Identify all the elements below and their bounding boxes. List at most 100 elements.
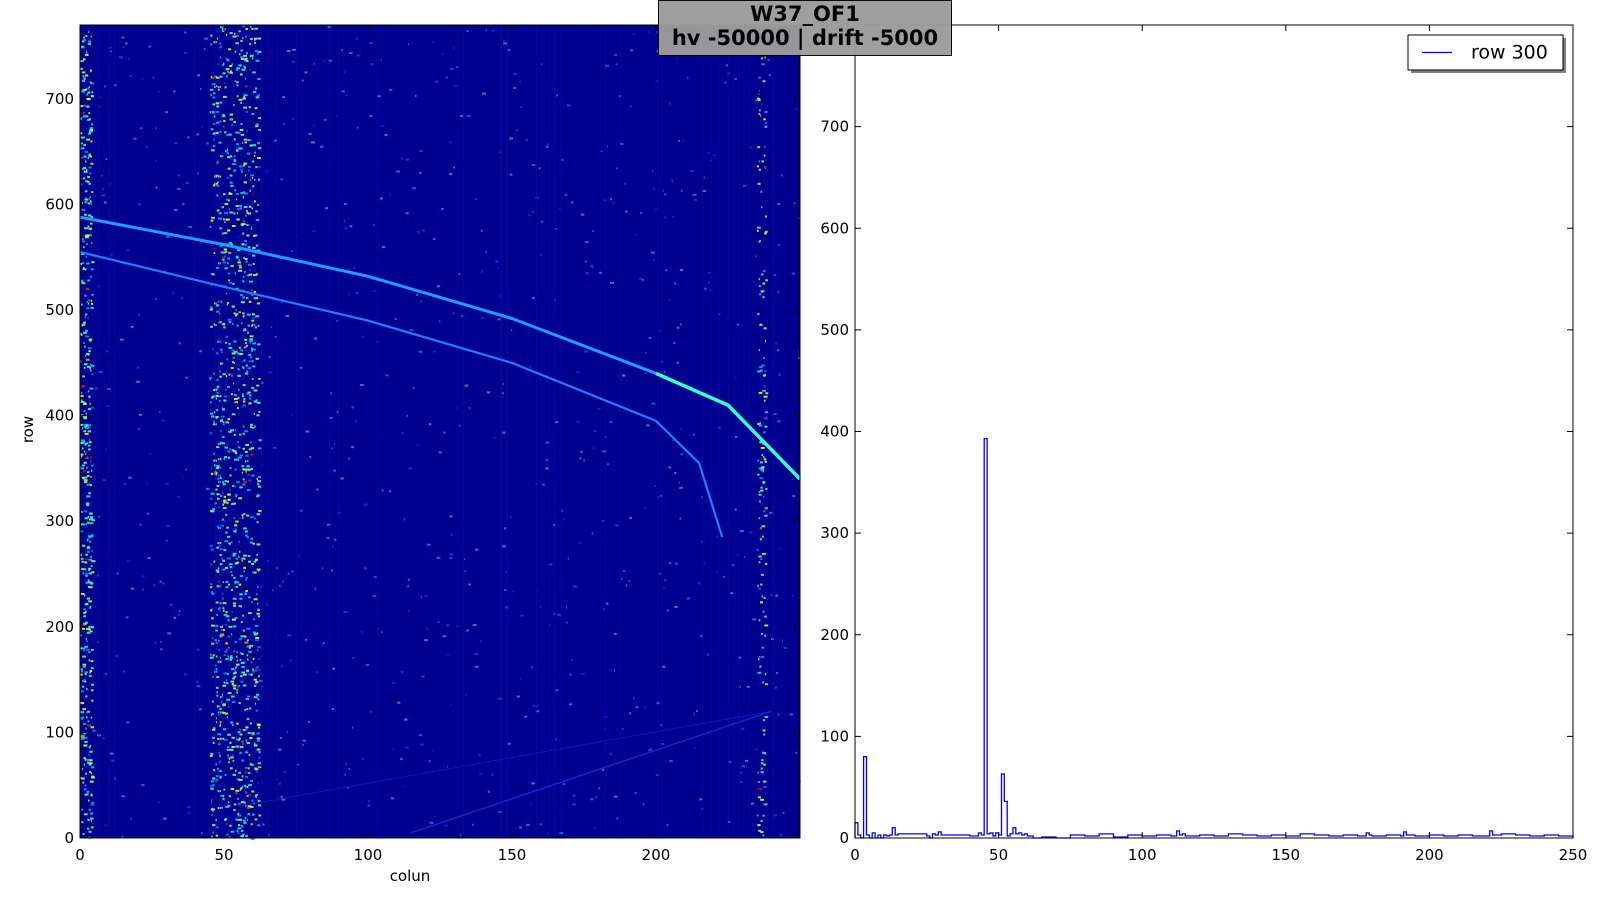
- heatmap-speckle: [154, 641, 157, 644]
- heatmap-speckle: [758, 491, 760, 494]
- heatmap-speckle: [445, 653, 450, 656]
- heatmap-speckle: [229, 65, 233, 67]
- heatmap-speckle: [253, 633, 257, 636]
- heatmap-speckle: [256, 723, 261, 726]
- heatmap-speckle: [758, 160, 760, 163]
- heatmap-speckle: [251, 600, 253, 603]
- heatmap-speckle: [605, 773, 607, 776]
- heatmap-speckle: [137, 428, 141, 431]
- heatmap-speckle: [227, 456, 231, 459]
- heatmap-speckle: [247, 695, 250, 698]
- heatmap-speckle: [439, 320, 441, 323]
- heatmap-speckle: [219, 245, 223, 248]
- heatmap-speckle: [243, 54, 247, 57]
- heatmap-speckle: [252, 263, 255, 265]
- heatmap-speckle: [235, 520, 239, 523]
- heatmap-speckle: [89, 387, 94, 390]
- heatmap-speckle: [669, 760, 673, 762]
- heatmap-speckle: [251, 349, 253, 352]
- heatmap-speckle: [237, 814, 242, 817]
- heatmap-speckle: [334, 710, 336, 713]
- heatmap-speckle: [225, 642, 228, 645]
- heatmap-speckle: [363, 503, 368, 506]
- heatmap-speckle: [142, 78, 144, 81]
- heatmap-speckle: [138, 413, 143, 416]
- heatmap-speckle: [224, 81, 226, 84]
- heatmap-speckle: [140, 127, 143, 130]
- heatmap-speckle: [312, 125, 316, 128]
- heatmap-speckle: [238, 98, 243, 101]
- heatmap-speckle: [682, 139, 684, 142]
- heatmap-speckle: [736, 553, 739, 556]
- heatmap-speckle: [88, 198, 90, 201]
- heatmap-speckle: [248, 169, 250, 172]
- heatmap-speckle: [246, 152, 251, 155]
- heatmap-speckle: [87, 550, 90, 553]
- heatmap-speckle: [243, 164, 246, 167]
- heatmap-speckle: [635, 233, 637, 236]
- heatmap-speckle: [379, 197, 383, 200]
- heatmap-speckle: [261, 381, 264, 384]
- heatmap-speckle: [210, 472, 214, 475]
- heatmap-speckle: [222, 322, 226, 325]
- heatmap-speckle: [272, 446, 277, 449]
- heatmap-speckle: [233, 809, 236, 811]
- heatmap-speckle: [254, 41, 257, 44]
- heatmap-speckle: [110, 50, 112, 53]
- heatmap-speckle: [87, 214, 92, 217]
- heatmap-speckle: [256, 612, 260, 615]
- heatmap-speckle: [244, 57, 248, 60]
- heatmap-speckle: [83, 510, 88, 513]
- heatmap-speckle: [254, 151, 256, 154]
- heatmap-speckle: [174, 142, 178, 145]
- heatmap-speckle: [218, 609, 221, 612]
- heatmap-speckle: [235, 745, 240, 748]
- heatmap-speckle: [471, 823, 475, 826]
- heatmap-speckle: [528, 214, 531, 217]
- heatmap-speckle: [240, 824, 243, 827]
- heatmap-speckle: [539, 823, 543, 826]
- heatmap-speckle: [80, 262, 83, 265]
- heatmap-speckle: [235, 81, 239, 84]
- heatmap-speckle: [228, 342, 231, 345]
- heatmap-speckle: [709, 289, 712, 291]
- heatmap-speckle: [95, 387, 98, 390]
- heatmap-speckle: [254, 234, 258, 237]
- heatmap-speckle: [245, 766, 248, 769]
- heatmap-speckle: [249, 43, 251, 45]
- heatmap-speckle: [429, 821, 434, 824]
- heatmap-speckle: [222, 607, 225, 610]
- heatmap-speckle: [225, 375, 228, 378]
- heatmap-speckle: [217, 181, 219, 184]
- heatmap-speckle: [188, 226, 192, 228]
- heatmap-speckle: [82, 781, 85, 784]
- heatmap-speckle: [84, 226, 86, 229]
- heatmap-speckle: [755, 255, 757, 258]
- heatmap-speckle: [209, 755, 213, 757]
- heatmap-speckle: [102, 188, 104, 191]
- heatmap-speckle: [225, 388, 227, 391]
- heatmap-speckle: [81, 560, 85, 563]
- heatmap-speckle: [221, 704, 225, 707]
- heatmap-speckle: [758, 112, 761, 115]
- heatmap-speckle: [252, 670, 256, 673]
- heatmap-speckle: [86, 301, 89, 303]
- heatmap-speckle: [212, 824, 216, 826]
- heatmap-speckle: [459, 114, 464, 117]
- heatmap-speckle: [223, 62, 225, 65]
- heatmap-speckle: [610, 281, 614, 284]
- heatmap-speckle: [302, 743, 304, 746]
- heatmap-speckle: [221, 30, 225, 32]
- heatmap-speckle: [426, 627, 428, 630]
- heatmap-speckle: [351, 726, 354, 729]
- heatmap-speckle: [89, 540, 92, 543]
- heatmap-speckle: [242, 483, 246, 486]
- heatmap-speckle: [226, 34, 228, 36]
- heatmap-speckle: [226, 358, 229, 361]
- heatmap-speckle: [407, 609, 410, 612]
- heatmap-speckle: [234, 669, 236, 672]
- heatmap-speckle: [240, 652, 242, 655]
- heatmap-speckle: [89, 81, 92, 84]
- heatmap-speckle: [757, 423, 760, 425]
- heatmap-speckle: [257, 37, 262, 40]
